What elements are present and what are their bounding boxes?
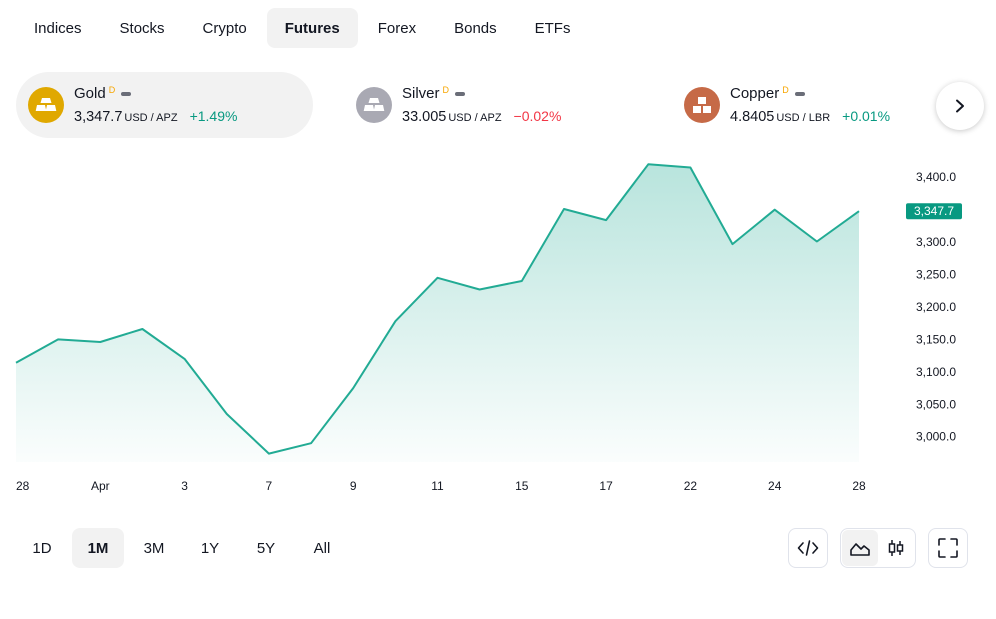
symbol-change: +1.49% [189, 108, 238, 124]
range-1m[interactable]: 1M [72, 528, 124, 568]
data-point [646, 162, 650, 166]
market-status-icon [455, 91, 466, 96]
delayed-badge: D [442, 84, 450, 95]
range-3m[interactable]: 3M [143, 539, 165, 557]
data-point [393, 319, 397, 323]
y-tick-label: 3,250.0 [916, 268, 956, 282]
symbol-change: +0.01% [842, 108, 891, 124]
symbol-card-gold[interactable]: Gold D 3,347.7 USD / APZ +1.49% [16, 72, 313, 138]
range-all[interactable]: All [313, 539, 331, 557]
symbol-unit: USD / APZ [124, 112, 178, 124]
chart-style-toggle [840, 528, 916, 568]
data-point [140, 327, 144, 331]
y-tick-label: 3,150.0 [916, 332, 956, 346]
symbol-unit: USD / LBR [776, 112, 831, 124]
data-point [688, 166, 692, 170]
x-tick-label: Apr [91, 479, 110, 493]
x-tick-label: 7 [266, 479, 273, 493]
market-tabs: Indices Stocks Crypto Futures Forex Bond… [16, 8, 590, 48]
y-tick-label: 3,050.0 [916, 397, 956, 411]
data-point [773, 208, 777, 212]
embed-button[interactable] [788, 528, 828, 568]
symbol-price: 33.005 [402, 109, 447, 125]
symbol-price: 4.8405 [730, 109, 775, 125]
area-chart-button[interactable] [842, 530, 878, 566]
x-tick-label: 22 [684, 479, 698, 493]
range-5y[interactable]: 5Y [256, 539, 276, 557]
y-tick-label: 3,400.0 [916, 170, 956, 184]
candlestick-button[interactable] [878, 530, 914, 566]
data-point [56, 337, 60, 341]
range-1d[interactable]: 1D [32, 539, 52, 557]
fullscreen-button[interactable] [928, 528, 968, 568]
data-point [351, 386, 355, 390]
price-area-fill [16, 164, 859, 463]
copper-blocks-icon [684, 87, 720, 123]
symbol-card-copper[interactable]: Copper D 4.8405 USD / LBR +0.01% [672, 72, 934, 138]
delayed-badge: D [782, 84, 789, 95]
last-price-badge [906, 203, 962, 220]
data-point [520, 279, 524, 283]
data-point [183, 357, 187, 361]
tab-bonds[interactable]: Bonds [454, 19, 497, 37]
delayed-badge: D [108, 84, 116, 95]
area-chart-icon [850, 543, 870, 556]
data-point [478, 288, 482, 292]
tab-stocks[interactable]: Stocks [119, 19, 165, 37]
code-embed-icon [797, 540, 819, 556]
symbol-price: 3,347.7 [74, 109, 123, 125]
tab-futures[interactable]: Futures [266, 8, 358, 48]
x-tick-label: 28 [852, 479, 866, 493]
carousel-next-button[interactable] [936, 82, 984, 130]
symbol-carousel: Gold D 3,347.7 USD / APZ +1.49% Silver D [16, 72, 986, 140]
market-status-icon [121, 91, 132, 96]
data-point [436, 276, 440, 280]
x-tick-label: 11 [431, 479, 444, 493]
y-tick-label: 3,100.0 [916, 365, 956, 379]
tab-etfs[interactable]: ETFs [534, 19, 571, 37]
symbol-name: Copper [730, 85, 780, 102]
x-tick-label: 3 [181, 479, 188, 493]
symbol-name: Gold [74, 85, 106, 102]
data-point [815, 240, 819, 244]
range-1y[interactable]: 1Y [200, 539, 220, 557]
tab-indices[interactable]: Indices [34, 19, 82, 37]
symbol-unit: USD / APZ [448, 112, 502, 124]
x-tick-label: 17 [599, 479, 613, 493]
data-point [562, 207, 566, 211]
data-point [14, 361, 18, 365]
symbol-card-silver[interactable]: Silver D 33.005 USD / APZ −0.02% [344, 72, 644, 138]
market-status-icon [794, 91, 805, 96]
last-price-label: 3,347.7 [914, 204, 954, 218]
gold-bars-icon [28, 87, 64, 123]
y-tick-label: 3,000.0 [916, 430, 956, 444]
data-point [309, 441, 313, 445]
x-tick-label: 28 [16, 479, 30, 493]
fullscreen-icon [938, 538, 958, 558]
data-point [857, 209, 861, 213]
x-tick-label: 9 [350, 479, 357, 493]
range-selector: 1D 1M 3M 1Y 5Y All [16, 528, 352, 568]
candlestick-icon [888, 540, 904, 556]
tab-forex[interactable]: Forex [377, 19, 417, 37]
price-line [15, 163, 860, 455]
y-tick-label: 3,200.0 [916, 300, 956, 314]
y-tick-label: 3,300.0 [916, 235, 956, 249]
tab-crypto[interactable]: Crypto [202, 19, 247, 37]
data-point [225, 412, 229, 416]
silver-bars-icon [356, 87, 392, 123]
x-tick-label: 15 [515, 479, 529, 493]
chevron-right-icon [956, 99, 964, 113]
symbol-change: −0.02% [513, 108, 562, 124]
x-tick-label: 24 [768, 479, 782, 493]
data-point [267, 452, 271, 456]
data-point [604, 218, 608, 222]
data-point [98, 340, 102, 344]
symbol-name: Silver [402, 85, 440, 102]
data-point [731, 242, 735, 246]
